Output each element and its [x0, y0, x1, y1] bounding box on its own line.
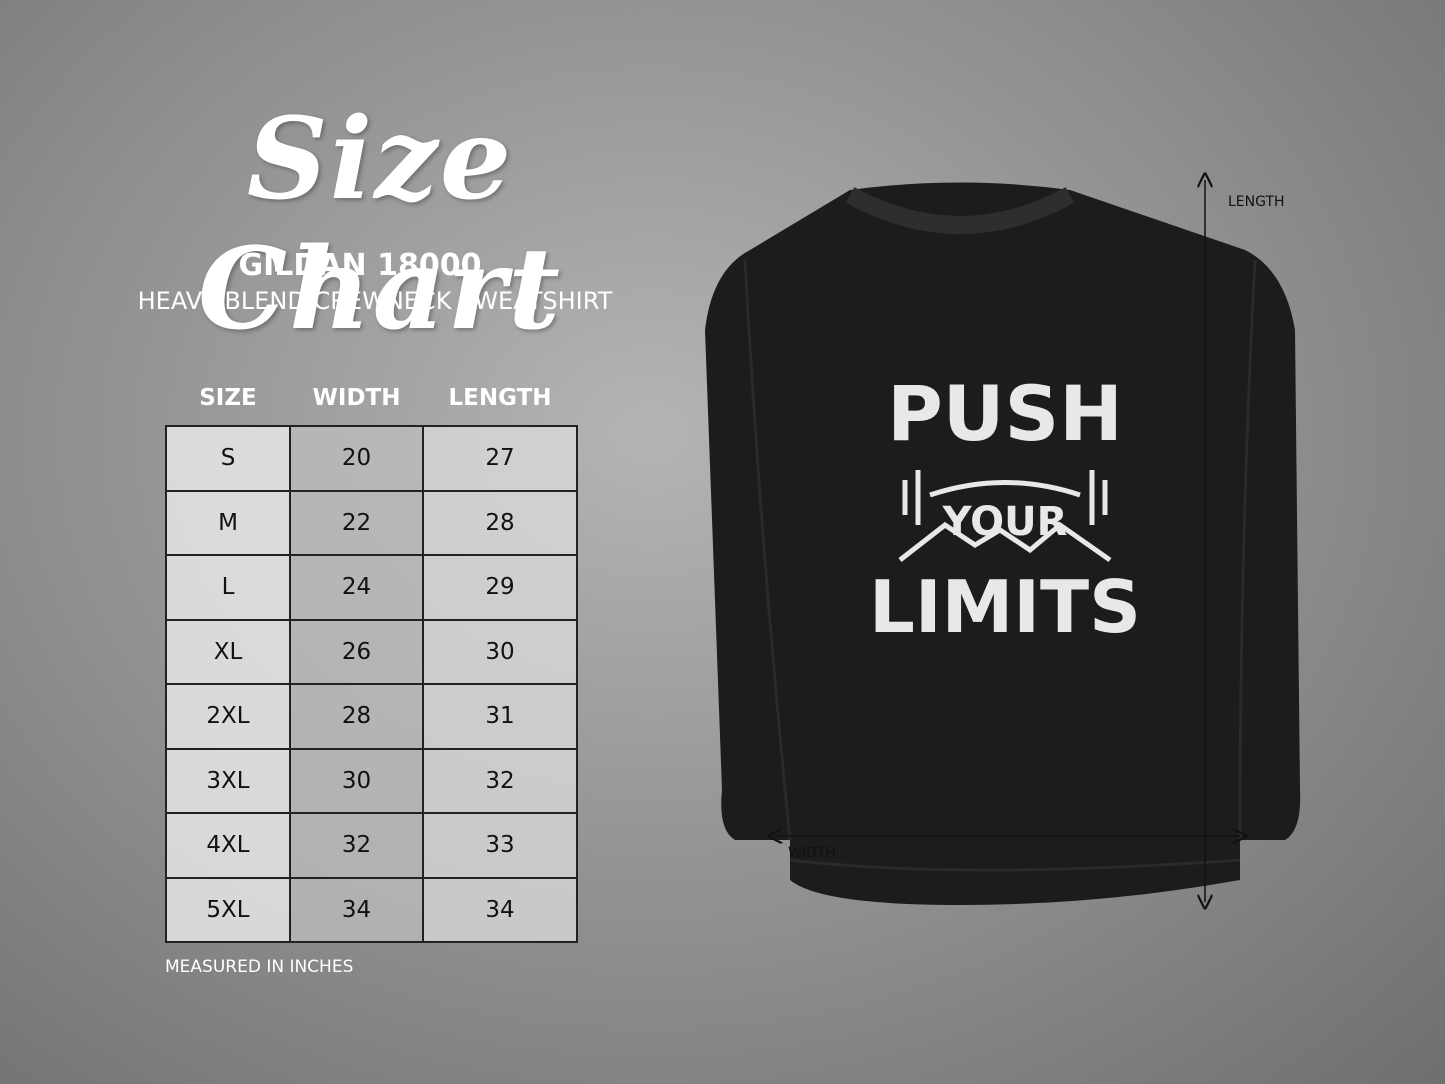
- collar: [845, 187, 1075, 234]
- size-table: SIZE WIDTH LENGTH S 20 27 M 22 28 L 24 29 XL 26 30 2XL…: [165, 370, 578, 943]
- table-cell: L: [165, 554, 291, 621]
- header-row: SIZE WIDTH LENGTH: [166, 370, 577, 426]
- table-cell: 22: [289, 489, 424, 556]
- note: MEASURED IN INCHES: [165, 957, 354, 977]
- table-row: XL 26 30: [165, 618, 578, 685]
- barbell: [898, 470, 1112, 563]
- print-text: YOUR: [942, 499, 1068, 545]
- table-cell: XL: [165, 618, 291, 685]
- table-cell: 20: [289, 425, 424, 492]
- product: GILDAN 18000: [238, 248, 482, 283]
- table-cell: 24: [289, 554, 424, 621]
- table-cell: 26: [289, 618, 424, 685]
- table-cell: 34: [422, 876, 578, 943]
- print-text: LIMITS: [869, 565, 1141, 649]
- table-cell: 28: [422, 489, 578, 556]
- table-cell: 34: [289, 876, 424, 943]
- table-row: 4XL 32 33: [165, 812, 578, 879]
- seam: [743, 259, 1257, 872]
- table-body: S 20 27 M 22 28 L 24 29 XL 26 30 2XL 28 31 3XL 30 32 4XL 32…: [165, 425, 578, 943]
- length-label: LENGTH: [1228, 194, 1285, 210]
- table-cell: 28: [289, 683, 424, 750]
- table-cell: 29: [422, 554, 578, 621]
- table-row: 3XL 30 32: [165, 747, 578, 814]
- table-row: 5XL 34 34: [165, 876, 578, 943]
- table-row: 2XL 28 31: [165, 683, 578, 750]
- table-cell: 5XL: [165, 876, 291, 943]
- table-cell: 30: [422, 618, 578, 685]
- table-cell: 31: [422, 683, 578, 750]
- table-cell: 27: [422, 425, 578, 492]
- table-row: L 24 29: [165, 554, 578, 621]
- table-cell: 3XL: [165, 747, 291, 814]
- width-label: WIDTH: [788, 845, 836, 861]
- table-cell: 30: [289, 747, 424, 814]
- table-row: M 22 28: [165, 489, 578, 556]
- column-header: SIZE: [199, 384, 257, 411]
- sweatshirt-body: [705, 182, 1301, 905]
- print-text: PUSH: [887, 369, 1123, 458]
- table-cell: M: [165, 489, 291, 556]
- table-cell: 32: [422, 747, 578, 814]
- title: Size Chart: [198, 94, 562, 355]
- table-row: S 20 27: [165, 425, 578, 492]
- table-cell: 33: [422, 812, 578, 879]
- subtitle: HEAVY BLEND CREWNECK SWEATSHIRT: [137, 287, 613, 315]
- column-header: LENGTH: [448, 384, 552, 411]
- table-cell: 32: [289, 812, 424, 879]
- table-cell: 4XL: [165, 812, 291, 879]
- table-cell: S: [165, 425, 291, 492]
- table-cell: 2XL: [165, 683, 291, 750]
- column-header: WIDTH: [312, 384, 401, 411]
